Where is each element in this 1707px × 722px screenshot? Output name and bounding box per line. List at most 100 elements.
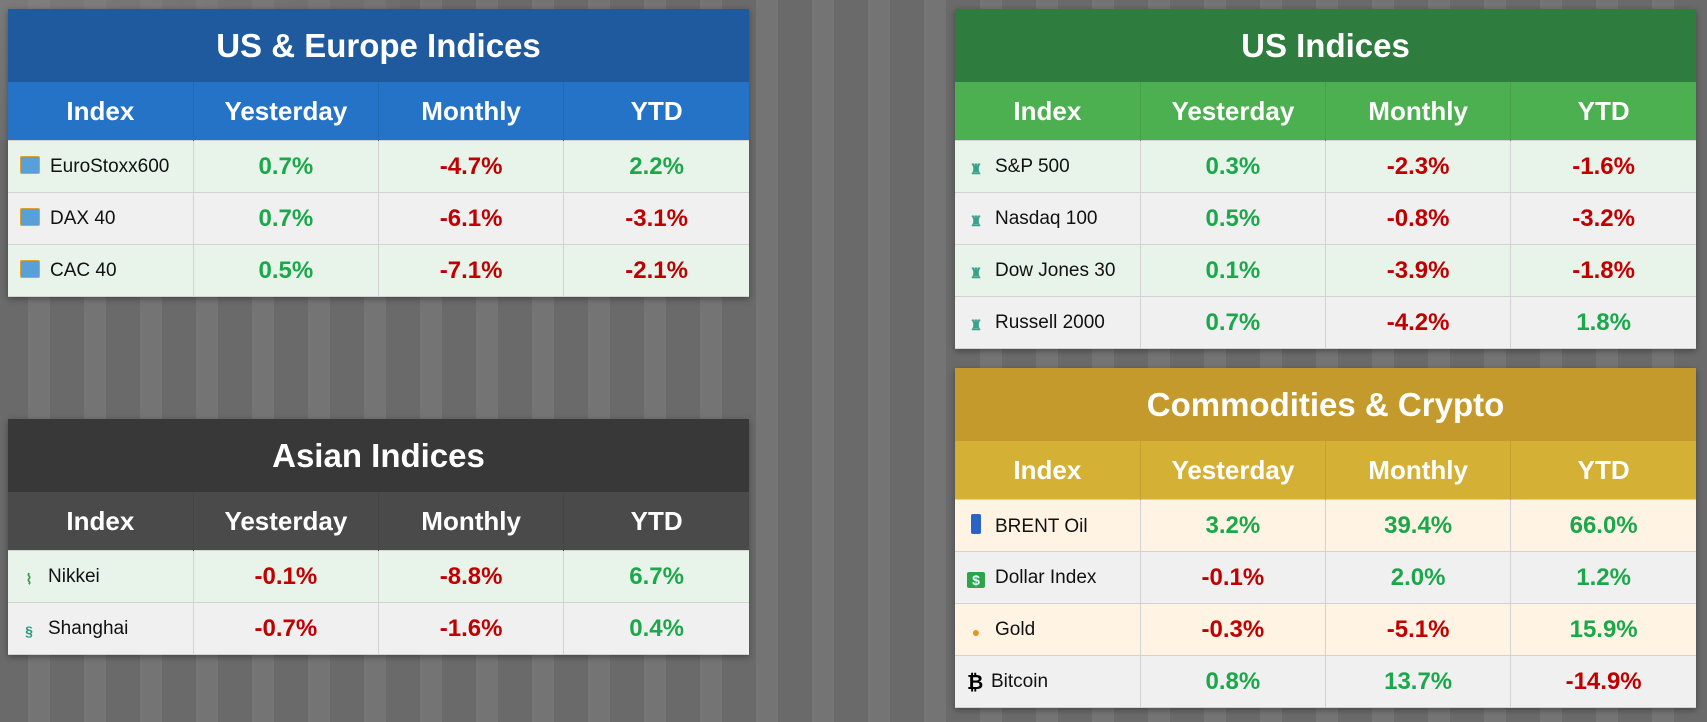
column-header: Monthly (1325, 82, 1512, 141)
monthly-value: -5.1% (1325, 603, 1512, 656)
yesterday-value: 0.1% (1140, 244, 1327, 297)
table-row: DAX 40 0.7% -6.1% -3.1% (8, 192, 749, 245)
yesterday-value: 0.3% (1140, 140, 1327, 193)
asian-table: Index Yesterday Monthly YTD ⌇ Nikkei -0.1% -8.8… (8, 492, 749, 655)
asian-panel: Asian Indices Index Yesterday Monthly YTD ⌇ Ni… (8, 419, 749, 655)
index-name: EuroStoxx600 (50, 155, 170, 177)
index-name: DAX 40 (50, 207, 116, 229)
table-row: ₿ Bitcoin 0.8% 13.7% -14.9% (955, 655, 1696, 708)
europe-map-icon (20, 259, 40, 278)
us-table: Index Yesterday Monthly YTD ♜ S&P 500 0.3% -2.3… (955, 82, 1696, 349)
index-name-cell: ♜ Russell 2000 (955, 296, 1141, 349)
column-header: Yesterday (193, 82, 380, 141)
monthly-value: -8.8% (378, 550, 565, 603)
column-header: YTD (1577, 454, 1630, 485)
column-header: Index (8, 492, 194, 551)
ytd-value: -1.6% (1510, 140, 1696, 193)
dragon-icon: § (25, 622, 33, 639)
monthly-value: -0.8% (1325, 192, 1512, 245)
index-name: Nikkei (48, 565, 100, 587)
index-name-cell: $ Dollar Index (955, 551, 1141, 604)
gold-medal-icon: ● (971, 623, 981, 640)
monthly-value: -4.7% (378, 140, 565, 193)
table-row: ● Gold -0.3% -5.1% 15.9% (955, 603, 1696, 656)
ytd-value: 15.9% (1510, 603, 1696, 656)
commodities-panel: Commodities & Crypto Index Yesterday Monthl… (955, 368, 1696, 708)
index-name: S&P 500 (995, 155, 1070, 177)
index-name-cell: ● Gold (955, 603, 1141, 656)
table-row: ♜ Russell 2000 0.7% -4.2% 1.8% (955, 296, 1696, 349)
monthly-value: 2.0% (1325, 551, 1512, 604)
monthly-value: -2.3% (1325, 140, 1512, 193)
europe-map-icon (20, 207, 40, 226)
panel-title: Asian Indices (8, 419, 749, 492)
yesterday-value: 0.5% (1140, 192, 1327, 245)
column-header: Monthly (378, 492, 565, 551)
yesterday-value: -0.7% (193, 602, 380, 655)
yesterday-value: 0.7% (193, 140, 380, 193)
header-row: Index Yesterday Monthly YTD (955, 441, 1696, 500)
ytd-value: 0.4% (563, 602, 749, 655)
table-row: EuroStoxx600 0.7% -4.7% 2.2% (8, 140, 749, 193)
panel-title: US Indices (955, 9, 1696, 82)
japan-map-icon: ⌇ (25, 570, 33, 587)
ytd-value: -3.2% (1510, 192, 1696, 245)
index-name: Dollar Index (995, 566, 1097, 588)
column-header: Index (955, 441, 1141, 500)
yesterday-value: 3.2% (1140, 499, 1327, 552)
column-header: Index (955, 82, 1141, 141)
dollar-banknote-icon: $ (967, 571, 985, 588)
index-name-cell: § Shanghai (8, 602, 194, 655)
table-row: $ Dollar Index -0.1% 2.0% 1.2% (955, 551, 1696, 604)
ytd-value: 66.0% (1510, 499, 1696, 552)
column-header: Monthly (1325, 441, 1512, 500)
index-name-cell: EuroStoxx600 (8, 140, 194, 193)
index-name: CAC 40 (50, 259, 117, 281)
column-header: Monthly (378, 82, 565, 141)
us-panel: US Indices Index Yesterday Monthly YTD ♜ S&P 5… (955, 9, 1696, 349)
table-row: ⌇ Nikkei -0.1% -8.8% 6.7% (8, 550, 749, 603)
index-name-cell: BRENT Oil (955, 499, 1141, 552)
ytd-value: 2.2% (563, 140, 749, 193)
statue-of-liberty-icon: ♜ (969, 160, 983, 177)
yesterday-value: 0.8% (1140, 655, 1327, 708)
yesterday-value: -0.3% (1140, 603, 1327, 656)
column-header: YTD (1577, 95, 1630, 126)
header-row: Index Yesterday Monthly YTD (8, 82, 749, 141)
monthly-value: -3.9% (1325, 244, 1512, 297)
column-header: YTD (630, 505, 683, 536)
column-header: Yesterday (1140, 82, 1327, 141)
us-europe-table: Index Yesterday Monthly YTD EuroStoxx600 0.7%… (8, 82, 749, 297)
monthly-value: 13.7% (1325, 655, 1512, 708)
panel-title: Commodities & Crypto (955, 368, 1696, 441)
ytd-value: -1.8% (1510, 244, 1696, 297)
column-header: Index (8, 82, 194, 141)
column-header: YTD (630, 95, 683, 126)
ytd-value: 1.8% (1510, 296, 1696, 349)
table-row: BRENT Oil 3.2% 39.4% 66.0% (955, 499, 1696, 552)
yesterday-value: 0.7% (1140, 296, 1327, 349)
bitcoin-icon: ₿ (967, 671, 984, 694)
statue-of-liberty-icon: ♜ (969, 264, 983, 281)
us-europe-panel: US & Europe Indices Index Yesterday Monthly… (8, 9, 749, 297)
ytd-value: -3.1% (563, 192, 749, 245)
oil-drum-icon (971, 513, 981, 534)
index-name: Russell 2000 (995, 311, 1105, 333)
yesterday-value: -0.1% (1140, 551, 1327, 604)
yesterday-value: -0.1% (193, 550, 380, 603)
monthly-value: -4.2% (1325, 296, 1512, 349)
index-name: Bitcoin (991, 670, 1049, 692)
index-name: BRENT Oil (995, 515, 1088, 537)
yesterday-value: 0.7% (193, 192, 380, 245)
header-row: Index Yesterday Monthly YTD (955, 82, 1696, 141)
index-name: Gold (995, 618, 1036, 640)
index-name-cell: ⌇ Nikkei (8, 550, 194, 603)
header-row: Index Yesterday Monthly YTD (8, 492, 749, 551)
ytd-value: 6.7% (563, 550, 749, 603)
table-row: ♜ Nasdaq 100 0.5% -0.8% -3.2% (955, 192, 1696, 245)
monthly-value: -7.1% (378, 244, 565, 297)
index-name: Dow Jones 30 (995, 259, 1116, 281)
yesterday-value: 0.5% (193, 244, 380, 297)
europe-map-icon (20, 155, 40, 174)
index-name-cell: CAC 40 (8, 244, 194, 297)
